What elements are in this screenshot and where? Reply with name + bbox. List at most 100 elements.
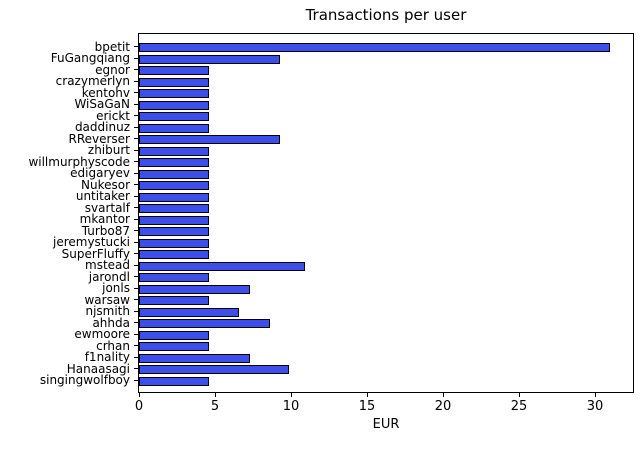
y-tick-label: egnor xyxy=(95,62,130,77)
y-tick xyxy=(134,103,138,105)
bar-row xyxy=(139,157,633,169)
x-tick xyxy=(366,393,368,397)
bar xyxy=(139,181,209,191)
bar-row xyxy=(139,54,633,66)
y-tick xyxy=(134,184,138,186)
y-tick-label: FuGangqiang xyxy=(50,51,130,66)
x-tick-label: 10 xyxy=(282,399,300,414)
chart-title: Transactions per user xyxy=(305,6,467,24)
x-axis-label: EUR xyxy=(372,417,400,432)
bar xyxy=(139,296,209,306)
bar xyxy=(139,123,209,133)
bar xyxy=(139,215,209,225)
y-tick xyxy=(134,368,138,370)
bar xyxy=(139,284,250,294)
bar xyxy=(139,342,209,352)
y-tick xyxy=(134,299,138,301)
x-tick-label: 0 xyxy=(134,399,144,414)
bar xyxy=(139,307,240,317)
bar-row xyxy=(139,226,633,238)
y-tick xyxy=(134,356,138,358)
y-tick xyxy=(134,80,138,82)
bar-row xyxy=(139,215,633,227)
y-tick-label: jonls xyxy=(102,281,130,296)
bar-row xyxy=(139,100,633,112)
bar xyxy=(139,112,209,122)
bar xyxy=(139,319,270,329)
bar-row xyxy=(139,330,633,342)
x-tick xyxy=(138,393,140,397)
y-tick-label: crhan xyxy=(96,338,130,353)
y-tick-label: singingwolfboy xyxy=(39,373,130,388)
bar xyxy=(139,135,281,145)
bar-row xyxy=(139,261,633,273)
x-tick xyxy=(518,393,520,397)
y-tick-label: Hanaasagi xyxy=(66,361,130,376)
y-tick xyxy=(134,230,138,232)
y-tick-label: RReverser xyxy=(68,131,130,146)
bar xyxy=(139,100,209,110)
bar xyxy=(139,376,209,386)
bar xyxy=(139,330,209,340)
bar-row xyxy=(139,134,633,146)
bar xyxy=(139,273,209,283)
y-tick xyxy=(134,345,138,347)
x-tick-label: 15 xyxy=(358,399,376,414)
bar-row xyxy=(139,192,633,204)
y-tick-label: SuperFluffy xyxy=(61,246,130,261)
x-tick xyxy=(594,393,596,397)
y-tick-label: WiSaGaN xyxy=(74,97,130,112)
x-tick-label: 5 xyxy=(210,399,220,414)
y-tick-label: jeremystucki xyxy=(52,235,130,250)
bar-row xyxy=(139,238,633,250)
bar-row xyxy=(139,169,633,181)
x-tick xyxy=(290,393,292,397)
bar xyxy=(139,227,209,237)
y-tick xyxy=(134,253,138,255)
y-tick xyxy=(134,241,138,243)
bar-row xyxy=(139,341,633,353)
y-tick xyxy=(134,287,138,289)
bar-row xyxy=(139,307,633,319)
bar-row xyxy=(139,88,633,100)
y-tick-label: warsaw xyxy=(84,292,130,307)
y-tick xyxy=(134,92,138,94)
bar-row xyxy=(139,123,633,135)
y-tick xyxy=(134,161,138,163)
bar-row xyxy=(139,203,633,215)
bar-row xyxy=(139,42,633,54)
bar-row xyxy=(139,364,633,376)
y-tick xyxy=(134,126,138,128)
bar-row xyxy=(139,77,633,89)
bar xyxy=(139,54,281,64)
y-tick-label: Turbo87 xyxy=(81,223,130,238)
bar xyxy=(139,77,209,87)
bar-row xyxy=(139,65,633,77)
bar xyxy=(139,250,209,260)
bar-row xyxy=(139,272,633,284)
y-tick-label: zhiburt xyxy=(87,143,130,158)
bar-row xyxy=(139,318,633,330)
y-tick xyxy=(134,138,138,140)
y-tick xyxy=(134,46,138,48)
bar xyxy=(139,89,209,99)
plot-area xyxy=(138,33,634,393)
bar-row xyxy=(139,180,633,192)
bar xyxy=(139,146,209,156)
bar xyxy=(139,43,611,53)
y-tick-label: ahhda xyxy=(92,315,130,330)
y-tick-label: willmurphyscode xyxy=(28,154,130,169)
bar-row xyxy=(139,249,633,261)
y-tick xyxy=(134,310,138,312)
bar xyxy=(139,261,305,271)
bar xyxy=(139,238,209,248)
y-tick xyxy=(134,207,138,209)
y-tick-label: ewmoore xyxy=(74,327,130,342)
bar-row xyxy=(139,111,633,123)
y-tick-label: njsmith xyxy=(85,304,130,319)
y-tick xyxy=(134,115,138,117)
y-tick xyxy=(134,276,138,278)
y-tick-label: daddinuz xyxy=(74,120,130,135)
bar xyxy=(139,353,250,363)
y-tick-label: f1nality xyxy=(84,350,130,365)
